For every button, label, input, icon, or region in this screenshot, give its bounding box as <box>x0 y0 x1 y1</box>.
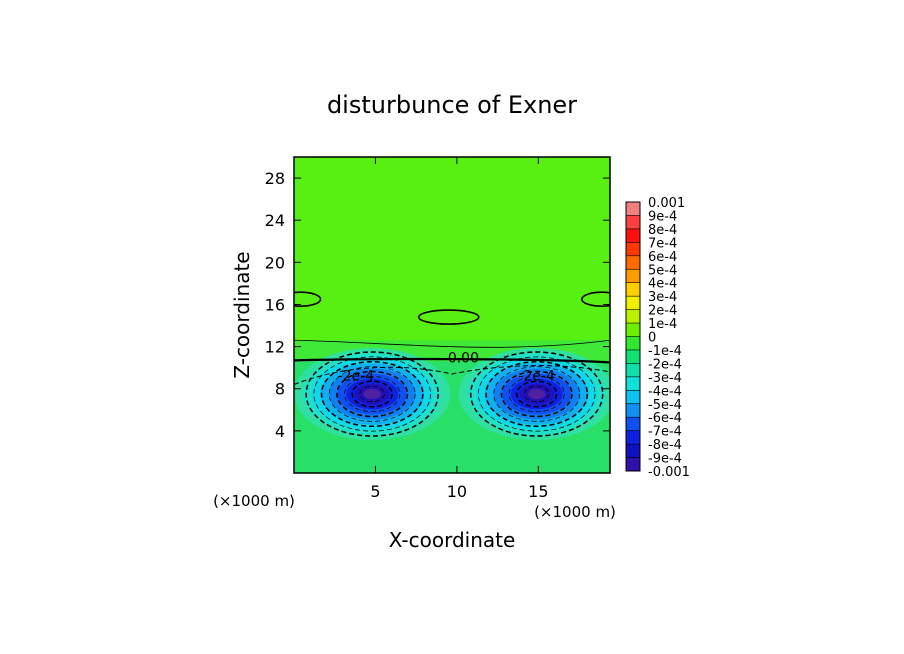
plot-area: 0.00 -2e-4 -2e-4 <box>293 156 611 474</box>
field-shading <box>294 157 610 473</box>
colorbar-swatch-18 <box>626 430 640 445</box>
contour-positive-cell-3 <box>581 291 610 307</box>
colorbar-swatch-17 <box>626 417 640 432</box>
colorbar-label-20: -9e-4 <box>648 452 682 467</box>
y-tick-label-8: 8 <box>275 380 285 399</box>
contour-positive-cell-1 <box>417 309 480 325</box>
colorbar-swatch-8 <box>626 296 640 310</box>
field-low-1-level-9 <box>363 388 381 400</box>
colorbar-swatch-15 <box>626 390 640 405</box>
contour-low-1-ring-2 <box>313 356 431 432</box>
field-low-2-level-9 <box>528 388 546 400</box>
y-axis-label: Z-coordinate <box>230 251 254 378</box>
colorbar-swatch-2 <box>626 215 640 230</box>
colorbar-label-14: -3e-4 <box>648 371 682 386</box>
colorbar-swatch-6 <box>626 269 640 284</box>
colorbar-swatch-9 <box>626 309 640 324</box>
contour-positive-thin <box>294 339 610 348</box>
colorbar: 0.0019e-48e-47e-46e-45e-44e-43e-42e-41e-… <box>625 196 690 480</box>
contour-positive-cell-2 <box>294 291 322 307</box>
x-unit-label-right: (×1000 m) <box>534 503 616 521</box>
colorbar-label-16: -5e-4 <box>648 398 682 413</box>
colorbar-swatch-14 <box>626 376 640 391</box>
colorbar-swatch-7 <box>626 282 640 297</box>
y-tick-label-24: 24 <box>265 211 285 230</box>
plot-frame <box>293 156 611 474</box>
contour-label-3: -2e-4 <box>518 368 555 384</box>
colorbar-label-9: 2e-4 <box>648 304 677 319</box>
contour-low-2-ring-8 <box>524 385 550 403</box>
colorbar-swatch-10 <box>626 323 640 337</box>
colorbar-swatch-13 <box>626 363 640 378</box>
x-tick-label-10: 10 <box>447 482 467 501</box>
colorbar-label-19: -8e-4 <box>648 438 682 453</box>
contour-negative-upper <box>294 365 610 385</box>
y-axis: 4 8 12 16 20 24 28 <box>265 169 610 441</box>
colorbar-label-15: -4e-4 <box>648 384 682 399</box>
colorbar-label-11: 0 <box>648 331 656 346</box>
colorbar-label-18: -7e-4 <box>648 425 682 440</box>
contour-low-2-ring-5 <box>500 370 573 418</box>
contour-lines <box>294 291 610 437</box>
x-tick-label-15: 15 <box>528 482 548 501</box>
contour-low-2-ring-1 <box>469 351 604 437</box>
contour-label-1: 0.00 <box>448 350 479 366</box>
x-unit-label-left: (×1000 m) <box>213 492 295 510</box>
y-tick-label-4: 4 <box>275 422 285 441</box>
colorbar-swatch-16 <box>626 403 640 418</box>
colorbar-label-4: 7e-4 <box>648 236 677 251</box>
colorbar-swatch-12 <box>626 349 640 364</box>
colorbar-label-5: 6e-4 <box>648 250 677 265</box>
x-axis: 5 10 15 <box>370 157 549 501</box>
colorbar-label-13: -2e-4 <box>648 357 682 372</box>
colorbar-swatch-20 <box>626 457 640 472</box>
contour-low-1-ring-4 <box>328 366 416 422</box>
colorbar-label-8: 3e-4 <box>648 290 677 305</box>
colorbar-label-17: -6e-4 <box>648 411 682 426</box>
contour-labels: 0.00 -2e-4 -2e-4 <box>338 350 555 384</box>
contour-low-2-ring-3 <box>485 361 589 427</box>
contour-label-2: -2e-4 <box>338 368 375 384</box>
y-tick-label-20: 20 <box>265 253 285 272</box>
colorbar-swatch-1 <box>626 202 640 216</box>
chart-title: disturbunce of Exner <box>327 91 577 119</box>
contour-low-2-ring-4 <box>493 366 581 422</box>
colorbar-label-2: 9e-4 <box>648 209 677 224</box>
colorbar-label-10: 1e-4 <box>648 317 677 332</box>
contour-low-1-ring-7 <box>351 380 393 408</box>
contour-low-1-ring-6 <box>344 376 401 412</box>
colorbar-swatch-4 <box>626 242 640 257</box>
colorbar-swatch-5 <box>626 255 640 270</box>
colorbar-swatch-3 <box>626 228 640 243</box>
contour-low-1-ring-1 <box>305 351 439 437</box>
colorbar-swatch-19 <box>626 444 640 458</box>
contour-low-2-ring-2 <box>478 356 596 432</box>
x-tick-label-5: 5 <box>370 482 380 501</box>
contour-low-1-ring-3 <box>320 361 424 427</box>
x-axis-label: X-coordinate <box>389 528 516 552</box>
y-tick-label-28: 28 <box>265 169 285 188</box>
y-tick-label-12: 12 <box>265 338 285 357</box>
colorbar-label-3: 8e-4 <box>648 223 677 238</box>
colorbar-label-12: -1e-4 <box>648 344 682 359</box>
colorbar-label-1: 0.001 <box>648 196 685 211</box>
contour-low-1-ring-5 <box>336 370 409 418</box>
contour-low-2-ring-6 <box>508 376 565 412</box>
contour-low-2-ring-7 <box>515 380 558 408</box>
contour-low-1-ring-8 <box>359 385 385 403</box>
colorbar-swatch-11 <box>626 336 640 351</box>
colorbar-label-7: 4e-4 <box>648 277 677 292</box>
colorbar-label-21: -0.001 <box>648 465 690 480</box>
y-tick-label-16: 16 <box>265 295 285 314</box>
colorbar-label-6: 5e-4 <box>648 263 677 278</box>
